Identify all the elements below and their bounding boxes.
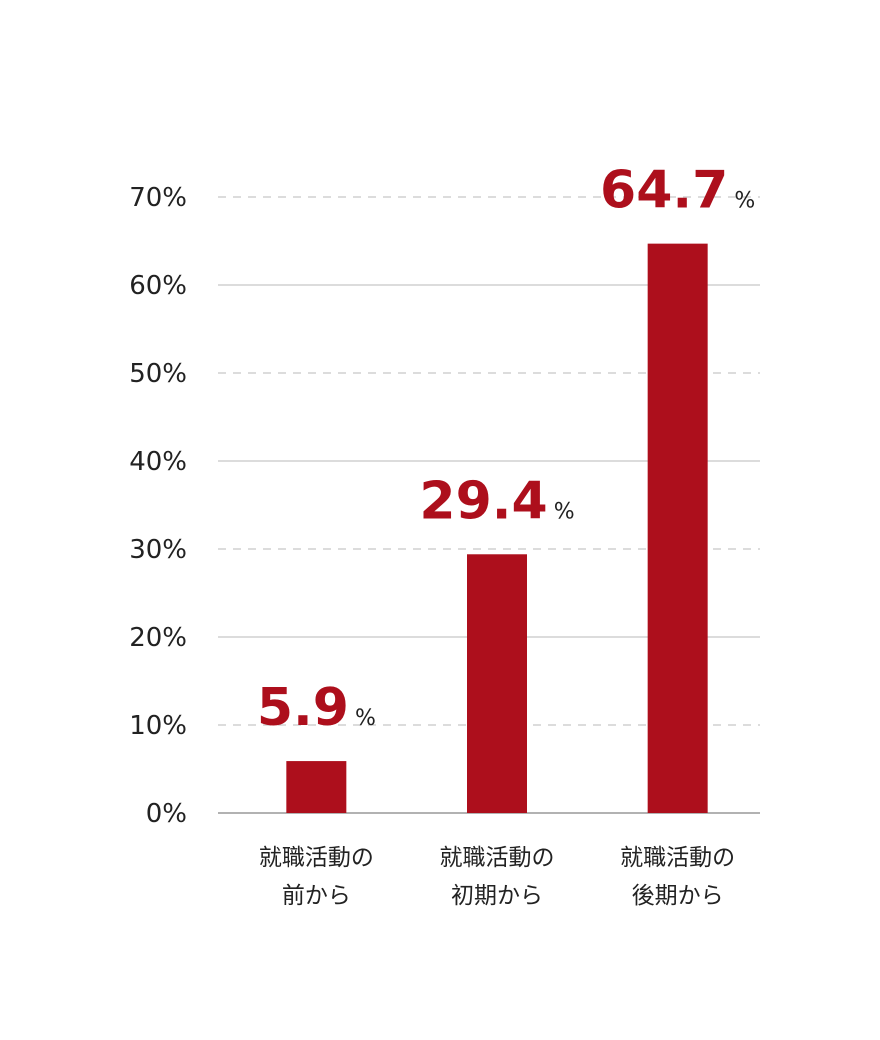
- bar: [467, 554, 527, 813]
- value-label: 29.4%: [419, 471, 574, 531]
- x-tick-label: 就職活動の: [620, 845, 735, 871]
- value-label: 5.9%: [257, 678, 376, 738]
- bar: [647, 243, 708, 813]
- y-tick-label: 50%: [129, 359, 187, 389]
- y-tick-label: 0%: [146, 799, 187, 829]
- y-tick-label: 40%: [129, 447, 187, 477]
- x-tick-label: 初期から: [451, 883, 543, 909]
- y-tick-label: 20%: [129, 623, 187, 653]
- y-tick-label: 30%: [129, 535, 187, 565]
- x-tick-label: 後期から: [632, 883, 724, 909]
- y-tick-label: 70%: [129, 183, 187, 213]
- bar: [286, 761, 347, 813]
- y-tick-label: 10%: [129, 711, 187, 741]
- x-tick-label: 就職活動の: [259, 845, 374, 871]
- y-tick-label: 60%: [129, 271, 187, 301]
- x-tick-label: 就職活動の: [440, 845, 555, 871]
- value-label: 64.7%: [600, 161, 755, 221]
- x-tick-label: 前から: [282, 883, 351, 909]
